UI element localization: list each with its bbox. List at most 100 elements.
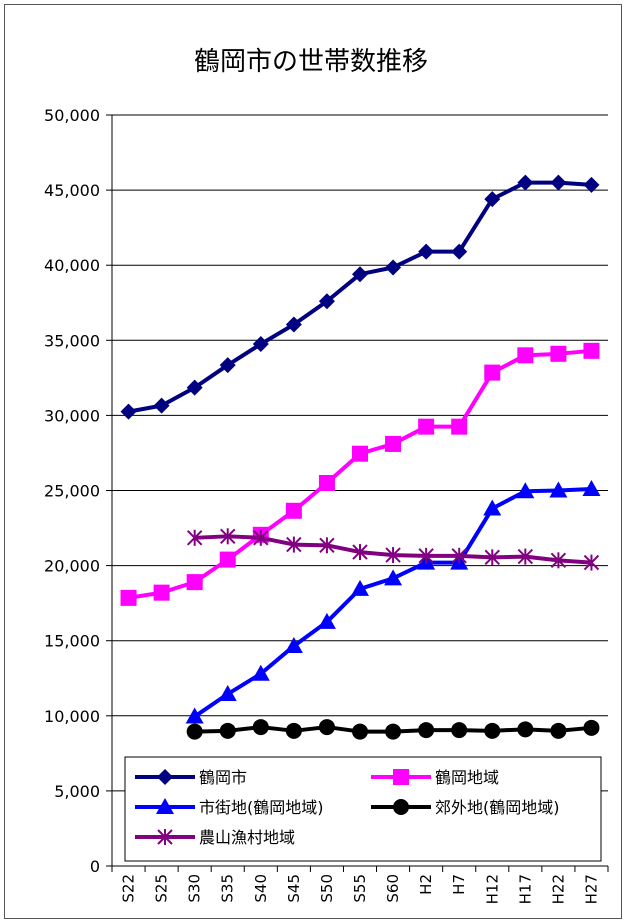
diamond-marker	[385, 259, 402, 276]
x-tick-label: H12	[483, 874, 501, 904]
y-tick-label: 20,000	[44, 557, 100, 576]
y-tick-label: 10,000	[44, 707, 100, 726]
circle-marker	[451, 722, 468, 739]
square-marker	[550, 345, 567, 362]
legend-item: 市街地(鶴岡地域)	[135, 798, 324, 817]
diamond-marker	[153, 397, 170, 414]
diamond-marker	[550, 174, 567, 191]
square-marker	[186, 574, 203, 591]
circle-marker	[393, 799, 409, 815]
legend-label: 市街地(鶴岡地域)	[199, 798, 324, 817]
triangle-marker	[516, 482, 535, 499]
diamond-marker	[186, 379, 203, 396]
x-tick-label: H22	[549, 874, 567, 904]
legend-label: 農山漁村地域	[199, 828, 295, 847]
diamond-marker	[517, 174, 534, 191]
square-marker	[583, 342, 600, 359]
circle-marker	[550, 722, 567, 739]
x-tick-label: S35	[219, 874, 237, 903]
triangle-marker	[384, 569, 403, 586]
x-tick-label: S45	[285, 874, 303, 903]
x-axis-ticks: S22 S25 S30 S35 S40 S45 S50 S55 S60 H2 H7 H12 H17 H22…	[120, 874, 601, 904]
series-line	[128, 180, 592, 414]
y-tick-label: 50,000	[44, 106, 100, 125]
square-marker	[484, 364, 501, 381]
square-marker	[153, 584, 170, 601]
legend-box	[124, 756, 602, 862]
square-marker	[120, 589, 137, 606]
x-tick-label: H17	[516, 874, 534, 904]
legend-label: 鶴岡地域	[435, 768, 499, 787]
circle-marker	[583, 719, 600, 736]
diamond-marker	[285, 316, 302, 333]
series-2	[120, 342, 600, 606]
circle-marker	[252, 719, 269, 736]
diamond-marker	[219, 357, 236, 374]
square-marker	[285, 502, 302, 519]
triangle-marker	[317, 612, 336, 629]
y-tick-label: 0	[90, 857, 100, 876]
diamond-marker	[318, 293, 335, 310]
square-marker	[451, 418, 468, 435]
x-tick-label: S25	[153, 874, 171, 903]
square-marker	[219, 551, 236, 568]
y-tick-label: 45,000	[44, 181, 100, 200]
triangle-marker	[251, 664, 270, 681]
series-lines	[120, 174, 601, 740]
x-tick-label: S50	[318, 874, 336, 903]
legend-item: 農山漁村地域	[135, 828, 295, 847]
y-tick-label: 35,000	[44, 331, 100, 350]
square-marker	[352, 445, 368, 462]
circle-marker	[484, 722, 501, 739]
legend-label: 郊外地(鶴岡地域)	[435, 798, 560, 817]
circle-marker	[517, 721, 534, 738]
triangle-marker	[185, 707, 204, 724]
circle-marker	[186, 723, 203, 740]
chart-frame: 鶴岡市の世帯数推移 0 5,000 10,000 15,000 20,000 25,000…	[4, 4, 622, 919]
x-tick-label: S30	[186, 874, 204, 903]
square-marker	[517, 347, 534, 364]
x-tick-label: S22	[120, 874, 138, 903]
circle-marker	[418, 722, 435, 739]
triangle-marker	[351, 579, 369, 596]
legend-item: 鶴岡市	[135, 768, 247, 787]
circle-marker	[318, 719, 335, 736]
y-tick-label: 25,000	[44, 482, 100, 501]
triangle-marker	[156, 798, 174, 814]
y-tick-label: 30,000	[44, 406, 100, 425]
series-line	[193, 487, 592, 719]
circle-marker	[385, 723, 402, 740]
axes	[106, 114, 609, 872]
diamond-marker	[418, 243, 435, 260]
y-tick-label: 40,000	[44, 256, 100, 275]
square-marker	[385, 435, 402, 452]
series-1	[120, 174, 600, 420]
legend-label: 鶴岡市	[199, 768, 247, 787]
triangle-marker	[549, 481, 568, 498]
diamond-marker	[352, 266, 368, 283]
chart-title: 鶴岡市の世帯数推移	[194, 47, 428, 77]
square-marker	[393, 769, 409, 785]
line-chart: 鶴岡市の世帯数推移 0 5,000 10,000 15,000 20,000 25,000…	[44, 47, 609, 904]
x-tick-label: H2	[417, 874, 435, 895]
x-tick-label: H27	[582, 874, 600, 904]
x-tick-label: S40	[252, 874, 270, 903]
y-tick-label: 5,000	[54, 782, 100, 801]
triangle-marker	[483, 499, 502, 516]
circle-marker	[219, 722, 236, 739]
circle-marker	[285, 722, 302, 739]
x-tick-label: S60	[384, 874, 402, 903]
circle-marker	[352, 723, 368, 740]
diamond-marker	[451, 243, 468, 260]
square-marker	[418, 418, 435, 435]
series-4	[186, 719, 600, 740]
y-tick-label: 15,000	[44, 632, 100, 651]
triangle-marker	[582, 479, 601, 496]
legend-item: 鶴岡地域	[371, 768, 499, 787]
diamond-marker	[120, 403, 137, 420]
series-5	[186, 528, 600, 571]
diamond-marker	[484, 191, 501, 208]
square-marker	[318, 474, 335, 491]
y-axis-ticks: 0 5,000 10,000 15,000 20,000 25,000 30,000 35,0…	[44, 106, 100, 876]
